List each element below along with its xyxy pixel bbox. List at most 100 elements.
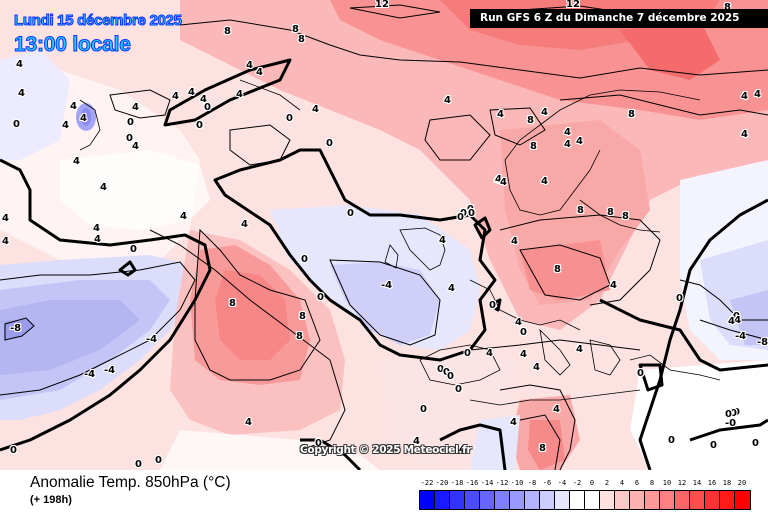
contour-label: 4 xyxy=(80,113,87,124)
contour-label: 0 xyxy=(725,409,732,420)
legend-swatch xyxy=(495,491,510,509)
legend-tick: 6 xyxy=(634,479,640,487)
valid-time-label: 13:00 locale xyxy=(14,33,132,57)
contour-label: 0 xyxy=(301,254,308,265)
legend-swatch xyxy=(420,491,435,509)
contour-label: 8 xyxy=(554,264,561,275)
temperature-anomaly-map[interactable]: 12 12 8 8 8 8 4 4 4 4 4 4 0 4 4 0 4 4 4 4 0 0 4 4 4 4 0 0 4 4 4 4 0 4 4 4 0 4… xyxy=(0,0,768,470)
contour-label: 4 xyxy=(256,67,263,78)
contour-label: -4 xyxy=(146,334,158,345)
contour-label: 0 xyxy=(135,459,142,470)
contour-label: 4 xyxy=(459,444,466,455)
contour-label: 0 xyxy=(315,438,322,449)
legend-tick: 8 xyxy=(649,479,655,487)
contour-label: -8 xyxy=(757,337,768,348)
contour-label: 8 xyxy=(296,331,303,342)
contour-label: 12 xyxy=(566,0,580,10)
legend-tick: 4 xyxy=(619,479,625,487)
parameter-title: Anomalie Temp. 850hPa (°C) xyxy=(30,474,231,491)
contour-label: 4 xyxy=(200,94,207,105)
contour-label: -4 xyxy=(104,365,116,376)
contour-label: 4 xyxy=(754,89,761,100)
legend-swatch xyxy=(630,491,645,509)
legend-tick: -18 xyxy=(450,479,464,487)
legend-tick: 12 xyxy=(677,479,687,487)
color-scale-legend: -22 -20 -18 -16 -14 -12 -10 -8 -6 -4 -2 0 2 4 6 8 10 12 14… xyxy=(415,479,755,510)
contour-label: 8 xyxy=(527,115,534,126)
contour-label: 4 xyxy=(70,101,77,112)
legend-tick: -16 xyxy=(465,479,479,487)
contour-label: 0 xyxy=(196,120,203,131)
contour-label: 4 xyxy=(100,182,107,193)
contour-label: 4 xyxy=(495,174,502,185)
contour-label: 4 xyxy=(576,136,583,147)
contour-label: 8 xyxy=(299,311,306,322)
contour-label: 4 xyxy=(246,60,253,71)
map-canvas xyxy=(0,0,768,470)
contour-label: 4 xyxy=(62,120,69,131)
legend-tick: 10 xyxy=(662,479,672,487)
legend-swatch xyxy=(465,491,480,509)
legend-swatch xyxy=(705,491,720,509)
contour-label: 12 xyxy=(375,0,389,10)
contour-label: 0 xyxy=(447,371,454,382)
contour-label: 0 xyxy=(155,455,162,466)
contour-label: -0 xyxy=(725,418,737,429)
legend-tick: 18 xyxy=(722,479,732,487)
legend-tick: 20 xyxy=(737,479,747,487)
contour-label: -4 xyxy=(84,369,96,380)
contour-label: 4 xyxy=(500,177,507,188)
contour-label: 4 xyxy=(236,89,243,100)
contour-label: 8 xyxy=(628,109,635,120)
contour-label: 8 xyxy=(622,211,629,222)
legend-swatch xyxy=(540,491,555,509)
contour-label: 4 xyxy=(172,91,179,102)
contour-label: 4 xyxy=(533,362,540,373)
contour-label: 0 xyxy=(437,364,444,375)
model-run-banner: Run GFS 6 Z du Dimanche 7 décembre 2025 xyxy=(470,9,768,28)
contour-label: 0 xyxy=(668,435,675,446)
contour-label: 4 xyxy=(511,236,518,247)
legend-swatch xyxy=(510,491,525,509)
contour-label: 0 xyxy=(443,367,450,378)
contour-label: 8 xyxy=(607,207,614,218)
contour-label: 4 xyxy=(576,344,583,355)
contour-label: 0 xyxy=(286,113,293,124)
contour-label: 4 xyxy=(73,156,80,167)
valid-date-label: Lundi 15 décembre 2025 xyxy=(14,12,183,30)
legend-swatch xyxy=(570,491,585,509)
legend-color-bar xyxy=(419,490,751,510)
contour-label: 4 xyxy=(741,129,748,140)
contour-label: 4 xyxy=(245,417,252,428)
legend-tick: -22 xyxy=(420,479,434,487)
legend-swatch xyxy=(480,491,495,509)
legend-tick-labels: -22 -20 -18 -16 -14 -12 -10 -8 -6 -4 -2 0 2 4 6 8 10 12 14… xyxy=(415,479,755,489)
contour-label: 4 xyxy=(16,59,23,70)
contour-label: -8 xyxy=(10,323,22,334)
contour-label: 0 xyxy=(468,208,475,219)
legend-swatch xyxy=(735,491,750,509)
contour-label: 8 xyxy=(539,443,546,454)
contour-label: 4 xyxy=(610,280,617,291)
legend-swatch xyxy=(645,491,660,509)
legend-tick: -20 xyxy=(435,479,449,487)
contour-label: 0 xyxy=(489,300,496,311)
contour-label: 0 xyxy=(710,440,717,451)
contour-label: 8 xyxy=(292,24,299,35)
legend-tick: 16 xyxy=(707,479,717,487)
contour-label: 4 xyxy=(188,87,195,98)
contour-label: 4 xyxy=(241,219,248,230)
contour-label: 8 xyxy=(229,298,236,309)
contour-label: 4 xyxy=(741,91,748,102)
contour-label: 0 xyxy=(127,117,134,128)
contour-label: 4 xyxy=(510,417,517,428)
legend-tick: -10 xyxy=(510,479,524,487)
legend-tick: 14 xyxy=(692,479,702,487)
legend-tick: -6 xyxy=(542,479,552,487)
contour-label: 4 xyxy=(541,107,548,118)
contour-label: 4 xyxy=(312,104,319,115)
contour-label: 4 xyxy=(94,234,101,245)
contour-label: 4 xyxy=(728,316,735,327)
legend-tick: -8 xyxy=(527,479,537,487)
contour-label: 0 xyxy=(455,384,462,395)
